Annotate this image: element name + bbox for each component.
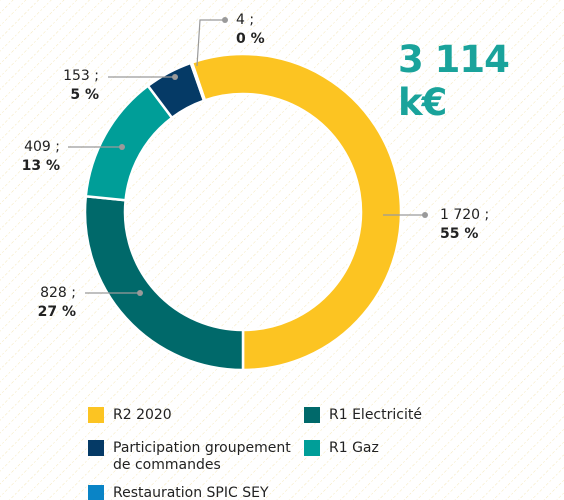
percent-label: 13 % (22, 158, 60, 174)
legend-swatch (88, 440, 104, 456)
value-label: 828 ; (40, 285, 76, 301)
legend-swatch (88, 485, 104, 500)
value-label: 4 ; (236, 12, 254, 28)
donut-slice (190, 52, 403, 372)
leader-dot (137, 290, 143, 296)
legend-label: R2 2020 (113, 407, 172, 423)
leader-dot (119, 144, 125, 150)
legend-label: R1 Gaz (329, 440, 379, 456)
leader-line (196, 19, 225, 67)
donut-slice (189, 60, 207, 103)
legend-label: R1 Electricité (329, 407, 422, 423)
legend-swatch (88, 407, 104, 423)
leader-dot (222, 17, 228, 23)
legend-swatch (304, 440, 320, 456)
percent-label: 55 % (440, 226, 478, 242)
legend-swatch (304, 407, 320, 423)
value-label: 153 ; (63, 68, 99, 84)
percent-label: 27 % (38, 304, 76, 320)
legend-label: Restauration SPIC SEY EnR (113, 485, 269, 500)
chart-title: 3 114 k€ (398, 38, 510, 124)
leader-dot (172, 74, 178, 80)
value-label: 1 720 ; (440, 207, 489, 223)
leader-dot (422, 212, 428, 218)
legend-label: Participation groupement de commandes (113, 440, 291, 473)
percent-label: 0 % (236, 31, 265, 47)
value-label: 409 ; (24, 139, 60, 155)
percent-label: 5 % (70, 87, 99, 103)
